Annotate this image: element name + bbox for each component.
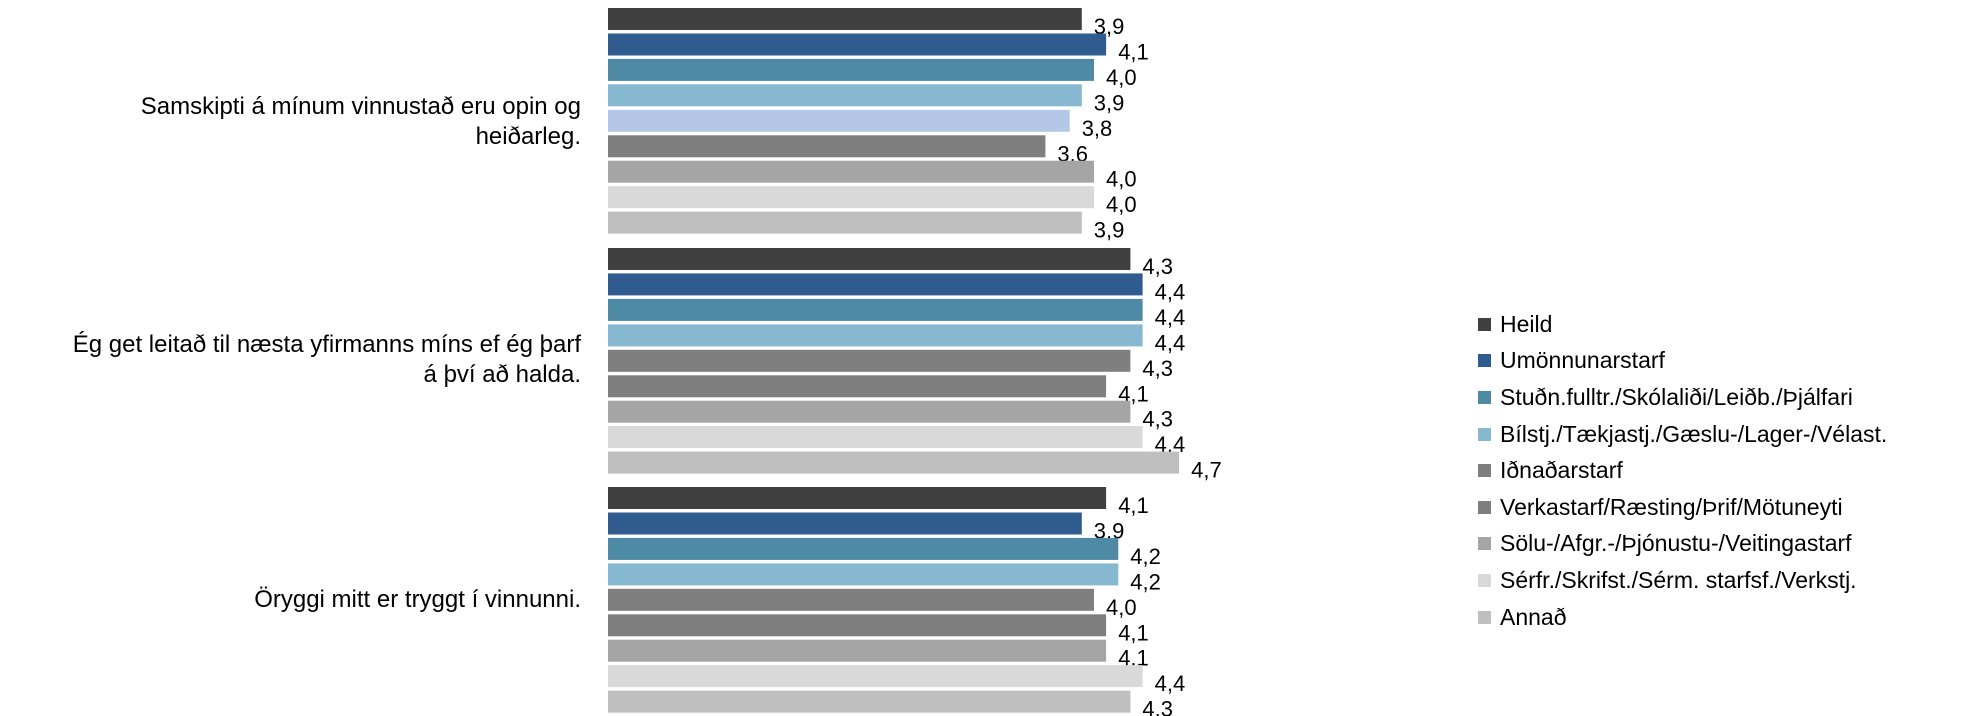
bar-2-4 (608, 588, 1094, 611)
legend-label: Annað (1500, 603, 1567, 630)
legend-item: Bílstj./Tækjastj./Gæslu-/Lager-/Vélast. (1478, 416, 1887, 453)
data-label-2-4: 4,0 (1106, 595, 1137, 620)
legend-item: Stuðn.fulltr./Skólaliði/Leiðb./Þjálfari (1478, 379, 1887, 416)
data-label-1-6: 4,3 (1142, 407, 1173, 432)
bar-1-8 (608, 451, 1180, 474)
legend-swatch (1478, 317, 1491, 331)
data-label-0-3: 3,9 (1094, 90, 1125, 115)
bar-1-7 (608, 426, 1143, 449)
bar-0-3 (608, 84, 1082, 107)
category-label: Öryggi mitt er tryggt í vinnunni. (254, 586, 581, 613)
data-label-2-8: 4,3 (1142, 697, 1173, 716)
bar-1-2 (608, 298, 1143, 321)
bar-1-3 (608, 324, 1143, 347)
bar-0-1 (608, 33, 1107, 56)
bar-2-0 (608, 487, 1107, 509)
bar-1-4 (608, 349, 1131, 372)
legend-swatch (1478, 610, 1491, 624)
data-label-1-0: 4,3 (1142, 254, 1173, 279)
bar-2-3 (608, 563, 1119, 586)
bar-0-8 (608, 211, 1082, 234)
legend-label: Stuðn.fulltr./Skólaliði/Leiðb./Þjálfari (1500, 383, 1853, 410)
data-label-0-8: 3,9 (1094, 218, 1125, 243)
data-label-0-2: 4,0 (1106, 65, 1137, 90)
data-label-2-0: 4,1 (1118, 493, 1149, 518)
data-label-1-2: 4,4 (1155, 305, 1186, 330)
data-label-1-3: 4,4 (1155, 330, 1186, 355)
bar-2-7 (608, 665, 1143, 688)
legend-label: Bílstj./Tækjastj./Gæslu-/Lager-/Vélast. (1500, 420, 1888, 447)
legend-swatch (1478, 573, 1491, 587)
bar-2-8 (608, 690, 1131, 713)
data-label-1-4: 4,3 (1142, 356, 1173, 381)
data-label-0-1: 4,1 (1118, 40, 1149, 65)
legend-swatch (1478, 537, 1491, 551)
legend-item: Verkastarf/Ræsting/Þrif/Mötuneyti (1478, 489, 1887, 526)
legend-label: Verkastarf/Ræsting/Þrif/Mötuneyti (1500, 493, 1843, 520)
data-label-0-7: 4,0 (1106, 192, 1137, 217)
bar-2-1 (608, 512, 1082, 535)
bar-0-4 (608, 109, 1070, 132)
data-label-2-5: 4,1 (1118, 620, 1149, 645)
bar-0-5 (608, 135, 1046, 158)
data-label-0-6: 4,0 (1106, 167, 1137, 192)
bar-1-1 (608, 273, 1143, 296)
bar-0-6 (608, 160, 1094, 183)
data-label-1-8: 4,7 (1191, 458, 1222, 483)
legend-label: Sérfr./Skrifst./Sérm. starfsf./Verkstj. (1500, 566, 1857, 593)
bar-0-2 (608, 58, 1094, 81)
legend-item: Annað (1478, 599, 1887, 636)
legend: Heild Umönnunarstarf Stuðn.fulltr./Skólali… (1478, 306, 1887, 635)
data-label-2-3: 4,2 (1130, 569, 1161, 594)
bar-1-5 (608, 375, 1107, 398)
bar-2-5 (608, 614, 1107, 637)
bar-0-0 (608, 8, 1082, 30)
legend-swatch (1478, 427, 1491, 441)
legend-item: Sérfr./Skrifst./Sérm. starfsf./Verkstj. (1478, 562, 1887, 599)
legend-label: Sölu-/Afgr.-/Þjónustu-/Veitingastarf (1500, 530, 1852, 557)
data-label-2-2: 4,2 (1130, 544, 1161, 569)
legend-item: Umönnunarstarf (1478, 343, 1887, 380)
legend-label: Umönnunarstarf (1500, 347, 1665, 374)
legend-swatch (1478, 390, 1491, 404)
legend-item: Sölu-/Afgr.-/Þjónustu-/Veitingastarf (1478, 526, 1887, 563)
legend-swatch (1478, 354, 1491, 368)
data-label-1-1: 4,4 (1155, 279, 1186, 304)
bar-2-6 (608, 639, 1107, 662)
bar-2-2 (608, 537, 1119, 560)
legend-label: Heild (1500, 310, 1553, 337)
bar-1-0 (608, 248, 1131, 270)
category-label: Samskipti á mínum vinnustað eru opin og … (140, 93, 581, 150)
bar-1-6 (608, 400, 1131, 423)
legend-item: Iðnaðarstarf (1478, 452, 1887, 489)
bar-0-7 (608, 186, 1094, 209)
data-label-0-4: 3,8 (1082, 116, 1113, 141)
legend-swatch (1478, 464, 1491, 478)
category-label: Ég get leitað til næsta yfirmanns míns e… (72, 331, 581, 388)
legend-item: Heild (1478, 306, 1887, 343)
data-label-2-7: 4,4 (1155, 671, 1186, 696)
legend-label: Iðnaðarstarf (1500, 457, 1623, 484)
legend-swatch (1478, 500, 1491, 514)
